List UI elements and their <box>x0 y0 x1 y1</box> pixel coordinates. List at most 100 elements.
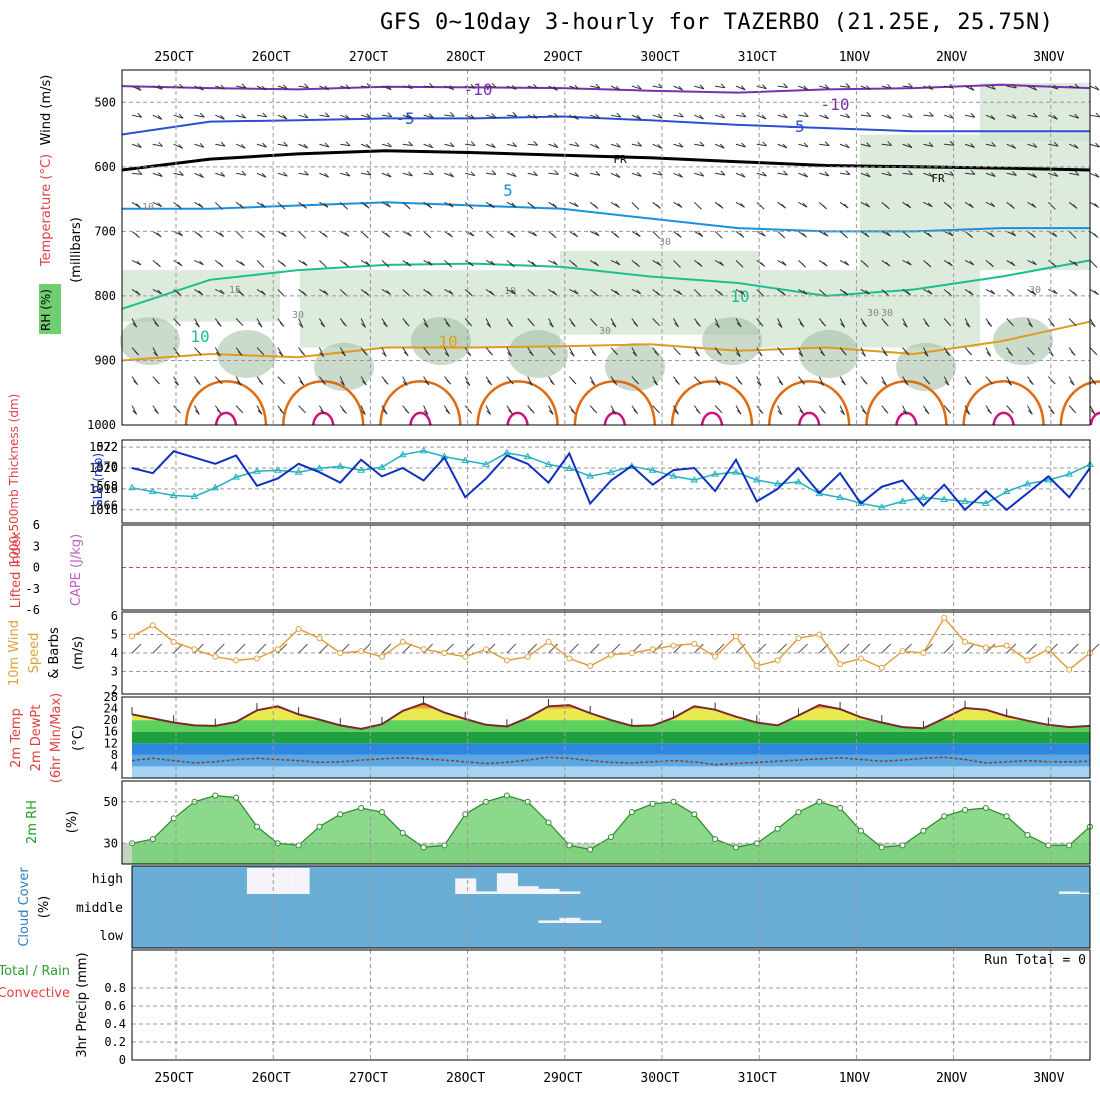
wind-barb <box>964 347 973 356</box>
contour-label: -10 <box>464 80 493 99</box>
wind-barb <box>340 114 350 120</box>
wind-barb <box>693 318 701 327</box>
wind-barb <box>1048 141 1059 147</box>
thickness-point <box>232 473 241 480</box>
surface-wind-barb <box>256 643 267 654</box>
wind-barb <box>319 85 330 91</box>
wind-barb <box>256 172 267 178</box>
wind-speed-point <box>337 650 344 656</box>
slp-day-grid <box>175 440 1052 523</box>
isotherm-25-dome <box>379 380 462 426</box>
wind-barb <box>1089 201 1099 208</box>
wind-barb <box>381 260 390 268</box>
wind-barb <box>194 230 203 239</box>
thickness-tick: 570 <box>96 459 118 473</box>
wind-barb <box>735 142 746 148</box>
wind-barb <box>152 201 163 208</box>
wind-barb <box>964 318 971 328</box>
wind-barb <box>589 318 598 327</box>
wind-barb <box>360 259 371 266</box>
wind-barb <box>527 230 537 237</box>
surface-wind-barb <box>860 643 871 654</box>
contour-label: 10 <box>142 202 154 213</box>
wind-barb <box>610 318 617 328</box>
wind-barb <box>444 260 453 268</box>
wind-barb <box>277 230 287 237</box>
wind-barb <box>256 289 266 296</box>
rh-point <box>545 819 552 826</box>
wind-barb <box>214 347 221 357</box>
rh-point <box>170 815 177 822</box>
wind-barb <box>360 347 368 356</box>
wind-barb <box>985 260 994 268</box>
wind-barb <box>464 259 474 267</box>
top-date-tick: 3NOV <box>1033 50 1064 65</box>
wind-barb <box>485 201 495 209</box>
wind-barb <box>506 289 517 295</box>
wind-barb <box>673 405 679 415</box>
rh-point <box>212 792 219 799</box>
wind-barb <box>360 376 367 386</box>
wind-barb <box>548 201 558 209</box>
wind-barb <box>444 376 452 385</box>
temp-color-band <box>132 766 1090 778</box>
wind-barb <box>319 172 329 178</box>
wind-barb <box>506 260 515 268</box>
thickness-point <box>190 492 199 500</box>
top-date-tick: 28OCT <box>446 50 485 65</box>
wind-barb <box>339 405 347 414</box>
slp-ylabel: SLP (mb) <box>91 453 105 507</box>
rh-shade-dark <box>799 330 859 378</box>
wind-barb <box>839 405 845 415</box>
wind-barb <box>631 141 642 147</box>
wind-barb <box>319 201 329 208</box>
isotherm-30-dome <box>992 411 1015 426</box>
wind-barb <box>1006 113 1017 119</box>
wind-barb <box>131 112 143 118</box>
pressure-tick: 700 <box>94 224 116 238</box>
slp-tick: 1020 <box>89 461 118 475</box>
wind-barb <box>548 169 559 175</box>
rh-tick: 50 <box>104 795 118 809</box>
slp-tick: 1016 <box>89 503 118 517</box>
wind-barb <box>1006 347 1013 356</box>
rh-point <box>857 827 864 834</box>
wind-barb <box>381 85 392 91</box>
temp-color-band <box>132 720 1090 732</box>
wind-barb <box>964 201 974 209</box>
wind-barb <box>673 112 684 118</box>
precip-tick: 0.4 <box>104 1017 126 1031</box>
wind-barb <box>340 171 351 177</box>
isotherm-30-dome <box>895 411 918 426</box>
wind-barb <box>943 318 952 327</box>
wind-barb <box>964 289 974 296</box>
wind-barb <box>506 111 518 117</box>
rh-point <box>878 844 885 851</box>
wind-barb <box>652 347 660 356</box>
contour-label: 30 <box>881 308 893 319</box>
wind-barb <box>777 170 788 176</box>
isotherm--5 <box>121 115 1090 136</box>
wind-barb <box>735 260 744 268</box>
wind-barb <box>610 376 618 386</box>
top-date-tick: 26OCT <box>252 50 291 65</box>
wind-barb <box>548 112 559 118</box>
wind-barb <box>1089 85 1100 91</box>
surface-wind-barb <box>568 643 579 654</box>
wind-barb <box>340 84 351 90</box>
wind-barb <box>194 142 205 148</box>
wind-barb <box>860 142 871 148</box>
temp-tick: 4 <box>111 759 118 773</box>
wind-barb <box>714 201 724 209</box>
surface-wind-barb <box>964 643 975 654</box>
bottom-date-tick: 3NOV <box>1033 1071 1064 1086</box>
wind-barb <box>693 260 703 267</box>
rh-point <box>1024 831 1031 838</box>
wind-barb <box>694 230 704 237</box>
wind-barb <box>298 231 307 239</box>
wind-barb <box>714 231 723 239</box>
surface-wind-barb <box>527 643 538 654</box>
wind-barb <box>548 318 554 328</box>
wind-barb <box>236 83 247 89</box>
wind-barb <box>277 376 286 385</box>
